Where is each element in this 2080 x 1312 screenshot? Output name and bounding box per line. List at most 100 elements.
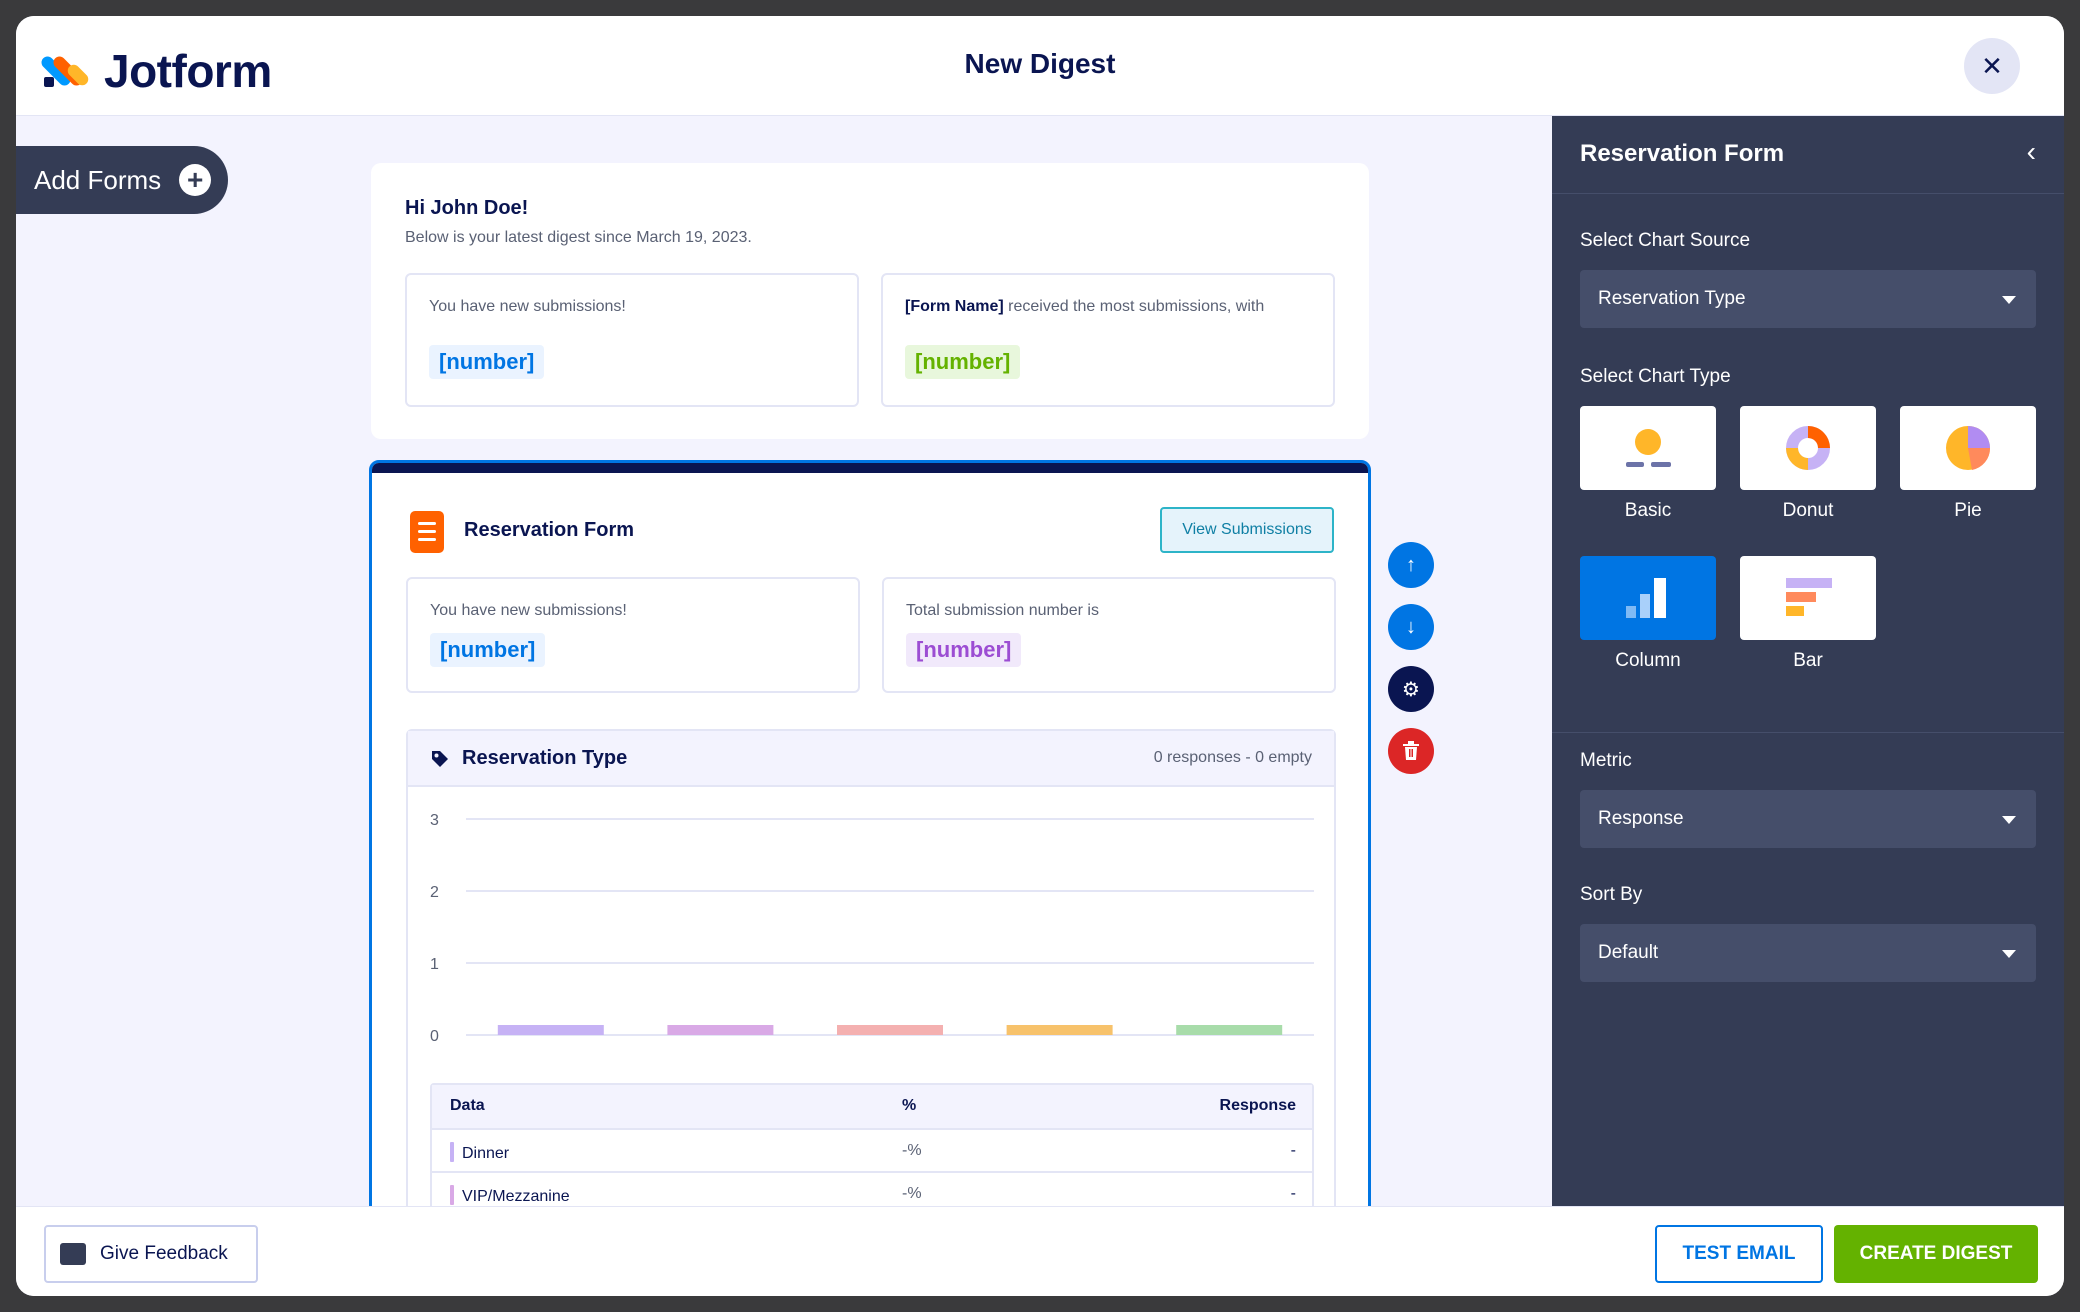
sort-by-select[interactable]: Default	[1580, 924, 2036, 982]
row-color-swatch	[450, 1185, 454, 1205]
y-tick-label: 1	[430, 956, 439, 973]
chart-type-bar[interactable]	[1740, 556, 1876, 640]
panel-divider	[1552, 732, 2064, 733]
table-header-row: Data % Response	[432, 1085, 1312, 1128]
row-color-swatch	[450, 1142, 454, 1162]
chart-bar	[667, 1025, 774, 1035]
table-cell-data: Dinner	[450, 1142, 509, 1163]
form-new-submissions-text: You have new submissions!	[430, 602, 627, 619]
sort-by-value: Default	[1598, 942, 1659, 963]
total-submissions-number: [number]	[906, 633, 1022, 667]
y-tick-label: 0	[430, 1028, 439, 1045]
footer-bar: Give Feedback TEST EMAIL CREATE DIGEST	[16, 1206, 2064, 1296]
total-submissions-card: Total submission number is [number]	[882, 577, 1336, 693]
move-down-button[interactable]: ↓	[1388, 604, 1434, 650]
table-cell-data: VIP/Mezzanine	[450, 1185, 570, 1206]
card-top-strip	[372, 463, 1368, 473]
table-cell-percent: -%	[902, 1142, 922, 1159]
donut-chart-icon	[1786, 426, 1830, 470]
table-header-response: Response	[1219, 1097, 1296, 1114]
form-digest-card[interactable]: Reservation Form View Submissions You ha…	[369, 460, 1371, 1296]
chart-title: Reservation Type	[462, 747, 628, 769]
form-new-submissions-number: [number]	[430, 633, 546, 667]
sort-by-label: Sort By	[1580, 884, 1643, 905]
form-icon	[410, 511, 444, 553]
pie-chart-icon	[1946, 426, 1991, 470]
basic-chart-icon	[1626, 429, 1671, 467]
most-submissions-card: [Form Name] received the most submission…	[881, 273, 1335, 407]
table-row: Dinner -% -	[432, 1128, 1312, 1171]
row-label: Dinner	[462, 1145, 510, 1162]
reservation-type-chart: Reservation Type 0 responses - 0 empty 0…	[406, 729, 1336, 1296]
chevron-down-icon	[2002, 296, 2016, 304]
metric-select[interactable]: Response	[1580, 790, 2036, 848]
most-submissions-text: [Form Name] received the most submission…	[905, 297, 1265, 317]
arrow-down-icon: ↓	[1406, 615, 1416, 638]
gear-icon: ⚙	[1402, 678, 1420, 701]
chart-meta: 0 responses - 0 empty	[1153, 749, 1312, 766]
add-forms-button[interactable]: Add Forms +	[16, 146, 228, 214]
new-submissions-text: You have new submissions!	[429, 298, 626, 315]
table-cell-response: -	[1290, 1185, 1296, 1202]
trash-icon	[1403, 741, 1419, 760]
chart-bar	[837, 1025, 943, 1035]
new-submissions-number: [number]	[429, 345, 545, 379]
greeting-title: Hi John Doe!	[405, 197, 529, 219]
column-chart-icon	[1626, 578, 1666, 618]
feedback-icon	[60, 1243, 86, 1265]
form-title: Reservation Form	[464, 519, 635, 541]
chart-source-value: Reservation Type	[1598, 288, 1746, 309]
jotform-logo[interactable]: Jotform	[39, 44, 272, 98]
chevron-down-icon	[2002, 816, 2016, 824]
table-cell-response: -	[1290, 1142, 1296, 1159]
close-icon: ✕	[1981, 50, 2003, 81]
settings-button[interactable]: ⚙	[1388, 666, 1434, 712]
jotform-logo-icon	[39, 49, 91, 93]
most-submissions-number: [number]	[905, 345, 1021, 379]
chart-source-select[interactable]: Reservation Type	[1580, 270, 2036, 328]
top-bar: Jotform New Digest ✕	[16, 16, 2064, 116]
view-submissions-button[interactable]: View Submissions	[1160, 507, 1334, 553]
chart-type-column[interactable]	[1580, 556, 1716, 640]
chart-bar	[1176, 1025, 1283, 1035]
delete-button[interactable]	[1388, 728, 1434, 774]
greeting-card: Hi John Doe! Below is your latest digest…	[371, 163, 1369, 439]
chevron-left-icon[interactable]: ‹	[2026, 136, 2036, 167]
bar-chart: 0 1 2 3	[430, 812, 1314, 1045]
metric-label: Metric	[1580, 750, 1632, 771]
chart-type-donut-label: Donut	[1782, 500, 1834, 521]
chart-type-pie[interactable]	[1900, 406, 2036, 490]
app-window: Jotform New Digest ✕ Add Forms + Hi John…	[16, 16, 2064, 1296]
chart-header: Reservation Type 0 responses - 0 empty	[408, 731, 1334, 787]
chart-type-donut[interactable]	[1740, 406, 1876, 490]
tag-icon	[432, 751, 448, 767]
create-digest-button[interactable]: CREATE DIGEST	[1834, 1225, 2038, 1283]
arrow-up-icon: ↑	[1406, 553, 1416, 576]
give-feedback-label: Give Feedback	[100, 1243, 228, 1264]
table-header-percent: %	[902, 1097, 917, 1114]
table-cell-percent: -%	[902, 1185, 922, 1202]
move-up-button[interactable]: ↑	[1388, 542, 1434, 588]
total-submissions-text: Total submission number is	[906, 602, 1099, 619]
new-submissions-card: You have new submissions! [number]	[405, 273, 859, 407]
brand-name: Jotform	[104, 45, 272, 97]
close-button[interactable]: ✕	[1964, 38, 2020, 94]
test-email-button[interactable]: TEST EMAIL	[1655, 1225, 1823, 1283]
panel-title: Reservation Form	[1580, 140, 1785, 167]
page-title: New Digest	[964, 48, 1116, 79]
table-header-data: Data	[450, 1097, 485, 1114]
row-label: VIP/Mezzanine	[462, 1188, 570, 1205]
most-submissions-desc: received the most submissions, with	[1003, 298, 1265, 315]
chevron-down-icon	[2002, 950, 2016, 958]
add-forms-label: Add Forms	[34, 164, 162, 195]
chart-type-label: Select Chart Type	[1580, 366, 1731, 387]
give-feedback-button[interactable]: Give Feedback	[44, 1225, 258, 1283]
chart-type-basic[interactable]	[1580, 406, 1716, 490]
chart-type-column-label: Column	[1615, 650, 1681, 671]
chart-bar	[497, 1025, 604, 1035]
y-tick-label: 3	[430, 812, 439, 829]
plus-icon: +	[179, 164, 212, 196]
form-name-placeholder: [Form Name]	[905, 298, 1004, 315]
chart-source-label: Select Chart Source	[1580, 230, 1751, 251]
chart-type-bar-label: Bar	[1793, 650, 1823, 671]
